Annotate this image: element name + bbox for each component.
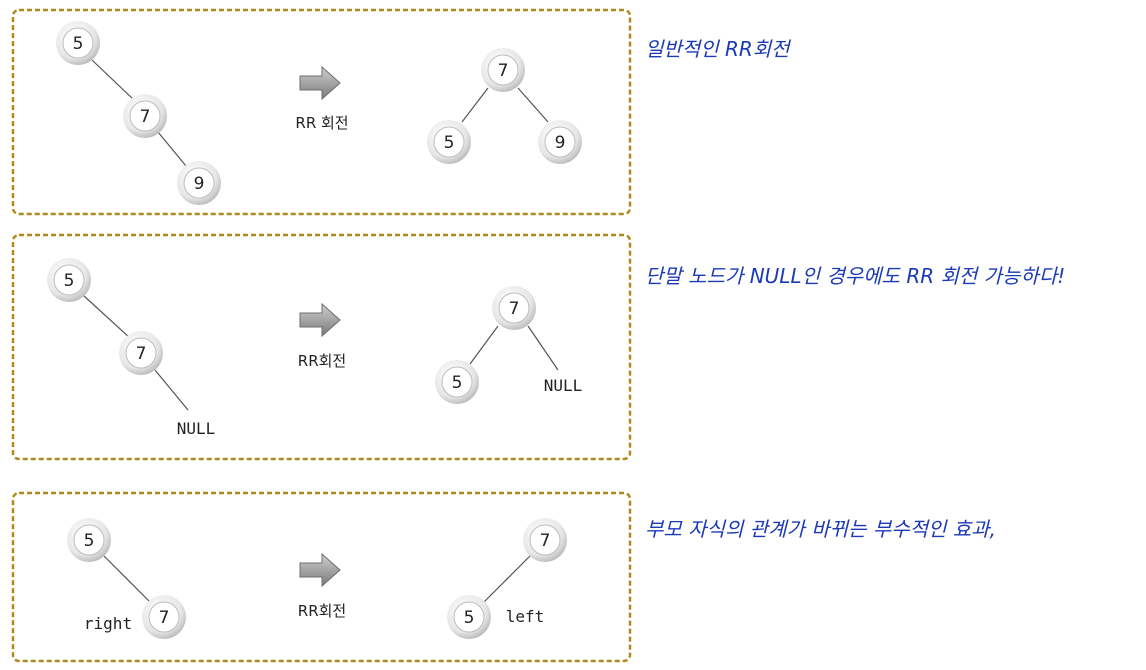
edge-5-7 (83, 295, 131, 339)
node-5: 5 (56, 21, 100, 65)
child-relation-label: right (84, 614, 132, 633)
child-relation-label: left (506, 607, 545, 626)
node-7-label: 7 (540, 531, 551, 551)
node-7: 7 (123, 94, 167, 138)
rotation-arrow-icon (299, 553, 341, 587)
null-leaf-label: NULL (177, 419, 216, 438)
node-9: 9 (177, 161, 221, 205)
node-7-label: 7 (159, 608, 170, 628)
panel-2-note: 단말 노드가 NULL인 경우에도 RR 회전 가능하다! (645, 264, 1065, 288)
panel-3-before-tree: 5 7 right (67, 518, 186, 639)
panel-2-frame (11, 233, 632, 461)
edge-7-9 (157, 131, 187, 167)
node-9: 9 (538, 120, 582, 164)
node-5: 5 (435, 360, 479, 404)
edge-7-5 (461, 87, 489, 123)
null-leaf-label: NULL (544, 376, 583, 395)
panel-3-after-tree: 7 5 left (447, 518, 567, 639)
panel-1-note: 일반적인 RR회전 (645, 37, 792, 61)
node-5-label: 5 (64, 271, 75, 291)
node-5: 5 (447, 595, 491, 639)
node-9-label: 9 (555, 133, 566, 153)
panel-2-after-tree: 7 5 NULL (435, 286, 582, 404)
node-7-label: 7 (136, 344, 147, 364)
node-7-label: 7 (498, 61, 509, 81)
edge-7-5 (469, 325, 499, 365)
node-7: 7 (142, 595, 186, 639)
panel-3: 5 7 right RR회전 7 5 le (11, 491, 632, 663)
panel-3-note: 부모 자식의 관계가 바뀌는 부수적인 효과, (645, 517, 996, 541)
node-7: 7 (492, 286, 536, 330)
edge-7-null (527, 325, 559, 371)
node-7-label: 7 (140, 107, 151, 127)
edge-5-7 (103, 555, 151, 603)
edge-7-5 (483, 555, 531, 603)
node-5: 5 (67, 518, 111, 562)
arrow-label: RR회전 (298, 352, 346, 370)
node-7: 7 (523, 518, 567, 562)
edge-5-7 (91, 59, 135, 101)
node-5: 5 (427, 120, 471, 164)
node-9-label: 9 (194, 174, 205, 194)
node-5-label: 5 (73, 34, 84, 54)
panel-2: 5 7 NULL RR회전 7 5 (11, 233, 632, 461)
rotation-arrow-icon (299, 66, 341, 100)
node-7: 7 (119, 331, 163, 375)
panel-1-frame (11, 8, 632, 216)
node-5-label: 5 (444, 133, 455, 153)
panel-1: 5 7 9 RR 회전 7 (11, 8, 632, 216)
panel-3-frame (11, 491, 632, 663)
rotation-arrow-icon (299, 303, 341, 337)
node-5-label: 5 (464, 608, 475, 628)
node-7-label: 7 (509, 299, 520, 319)
node-7: 7 (481, 48, 525, 92)
arrow-label: RR회전 (298, 602, 346, 620)
panel-1-before-tree: 5 7 9 (56, 21, 221, 205)
edge-7-9 (517, 87, 549, 123)
node-5-label: 5 (452, 373, 463, 393)
node-5-label: 5 (84, 531, 95, 551)
panel-2-before-tree: 5 7 NULL (47, 258, 215, 438)
edge-7-null (154, 369, 189, 411)
panel-1-after-tree: 7 5 9 (427, 48, 582, 164)
arrow-label: RR 회전 (295, 114, 348, 132)
node-5: 5 (47, 258, 91, 302)
